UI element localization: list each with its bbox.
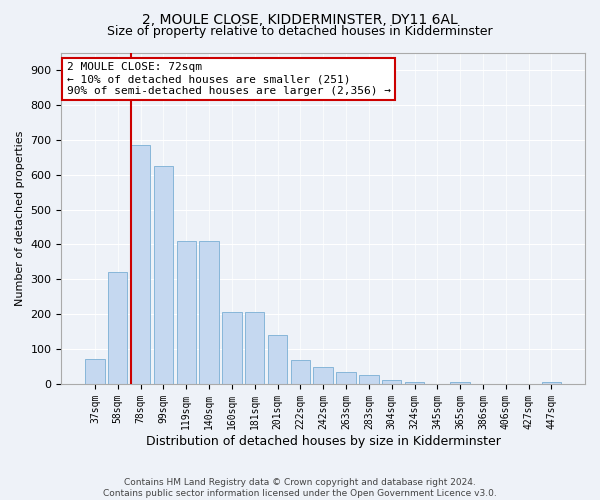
Bar [199,241,219,384]
Text: 2 MOULE CLOSE: 72sqm
← 10% of detached houses are smaller (251)
90% of semi-deta: 2 MOULE CLOSE: 72sqm ← 10% of detached h… [67,62,391,96]
Text: 2, MOULE CLOSE, KIDDERMINSTER, DY11 6AL: 2, MOULE CLOSE, KIDDERMINSTER, DY11 6AL [142,12,458,26]
Bar [290,360,310,384]
Y-axis label: Number of detached properties: Number of detached properties [15,130,25,306]
X-axis label: Distribution of detached houses by size in Kidderminster: Distribution of detached houses by size … [146,434,500,448]
Bar [222,312,242,384]
Text: Contains HM Land Registry data © Crown copyright and database right 2024.
Contai: Contains HM Land Registry data © Crown c… [103,478,497,498]
Bar [359,375,379,384]
Bar [85,359,104,384]
Bar [313,367,333,384]
Bar [154,166,173,384]
Bar [337,372,356,384]
Text: Size of property relative to detached houses in Kidderminster: Size of property relative to detached ho… [107,25,493,38]
Bar [542,382,561,384]
Bar [382,380,401,384]
Bar [176,241,196,384]
Bar [451,382,470,384]
Bar [268,335,287,384]
Bar [245,312,265,384]
Bar [405,382,424,384]
Bar [131,145,150,384]
Bar [108,272,127,384]
